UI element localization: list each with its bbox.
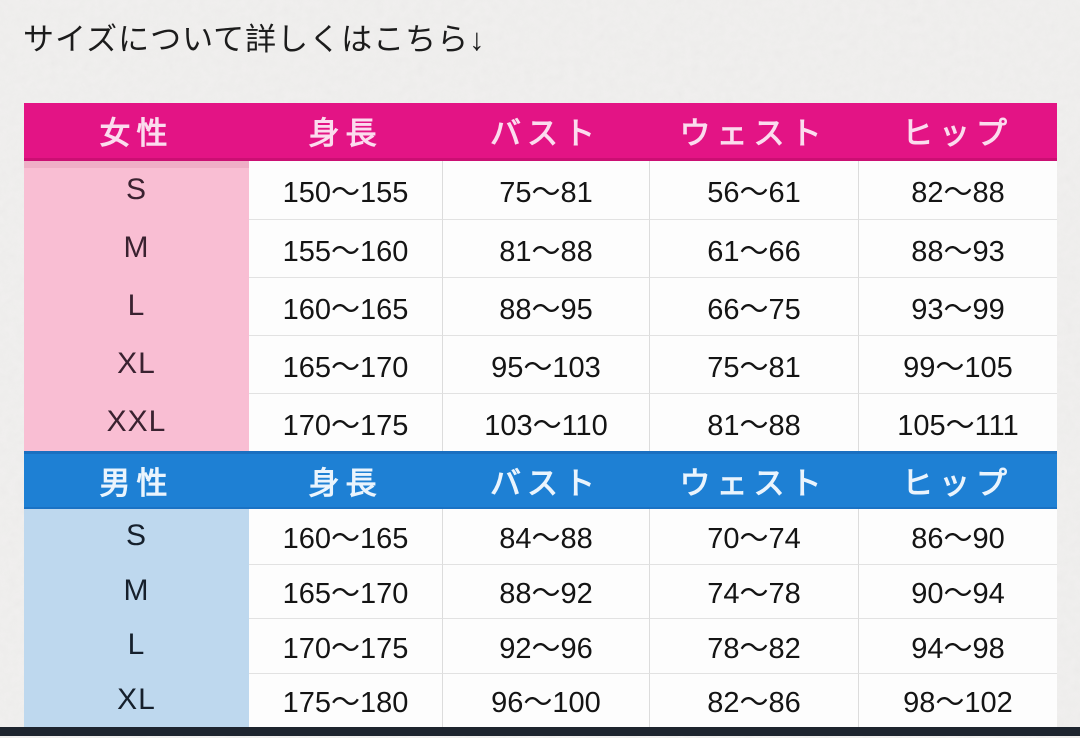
size-label-cell: L <box>24 618 249 673</box>
value-cell: 170〜175 <box>249 393 442 451</box>
table-row: XXL 170〜175 103〜110 81〜88 105〜111 <box>24 393 1057 451</box>
value-cell: 88〜92 <box>442 563 649 618</box>
size-label-cell: XL <box>24 672 249 727</box>
value-cell: 75〜81 <box>442 161 649 219</box>
value-cell: 160〜165 <box>249 509 442 564</box>
header-cell: ヒップ <box>902 466 1013 501</box>
bottom-divider <box>0 727 1080 736</box>
table-row: S 150〜155 75〜81 56〜61 82〜88 <box>24 161 1057 219</box>
value-cell: 81〜88 <box>442 219 649 277</box>
value-cell: 88〜93 <box>858 219 1057 277</box>
value-cell: 96〜100 <box>442 672 649 727</box>
header-cell: 女性 <box>99 116 174 151</box>
value-cell: 82〜88 <box>858 161 1057 219</box>
value-cell: 160〜165 <box>249 277 442 335</box>
size-label-cell: S <box>24 161 249 219</box>
value-cell: 90〜94 <box>858 563 1057 618</box>
value-cell: 74〜78 <box>649 563 858 618</box>
value-cell: 66〜75 <box>649 277 858 335</box>
value-cell: 70〜74 <box>649 509 858 564</box>
value-cell: 95〜103 <box>442 335 649 393</box>
value-cell: 105〜111 <box>858 393 1057 451</box>
table-row: XL 165〜170 95〜103 75〜81 99〜105 <box>24 335 1057 393</box>
value-cell: 94〜98 <box>858 618 1057 673</box>
value-cell: 75〜81 <box>649 335 858 393</box>
size-label-cell: L <box>24 277 249 335</box>
header-cell: バスト <box>490 466 601 501</box>
table-row: M 155〜160 81〜88 61〜66 88〜93 <box>24 219 1057 277</box>
table-row: M 165〜170 88〜92 74〜78 90〜94 <box>24 563 1057 618</box>
value-cell: 92〜96 <box>442 618 649 673</box>
header-cell: 身長 <box>308 466 383 501</box>
size-label-cell: XL <box>24 335 249 393</box>
value-cell: 170〜175 <box>249 618 442 673</box>
value-cell: 150〜155 <box>249 161 442 219</box>
value-cell: 88〜95 <box>442 277 649 335</box>
header-cell: ウェスト <box>679 466 828 501</box>
header-cell: 男性 <box>99 466 174 501</box>
size-label-cell: XXL <box>24 393 249 451</box>
value-cell: 155〜160 <box>249 219 442 277</box>
value-cell: 86〜90 <box>858 509 1057 564</box>
women-size-section: 女性 身長 バスト ウェスト ヒップ S 150〜155 75〜81 56〜61 82〜88 M 1… <box>24 103 1057 451</box>
value-cell: 165〜170 <box>249 335 442 393</box>
value-cell: 175〜180 <box>249 672 442 727</box>
size-label-cell: S <box>24 509 249 564</box>
value-cell: 81〜88 <box>649 393 858 451</box>
value-cell: 93〜99 <box>858 277 1057 335</box>
value-cell: 56〜61 <box>649 161 858 219</box>
value-cell: 82〜86 <box>649 672 858 727</box>
size-label-cell: M <box>24 563 249 618</box>
header-cell: ヒップ <box>902 116 1013 151</box>
header-cell: 身長 <box>308 116 383 151</box>
page-title: サイズについて詳しくはこちら↓ <box>23 22 486 57</box>
women-rows: S 150〜155 75〜81 56〜61 82〜88 M 155〜160 81〜88 61〜6… <box>24 161 1057 451</box>
value-cell: 84〜88 <box>442 509 649 564</box>
value-cell: 78〜82 <box>649 618 858 673</box>
value-cell: 61〜66 <box>649 219 858 277</box>
men-rows: S 160〜165 84〜88 70〜74 86〜90 M 165〜170 88〜92 74〜7… <box>24 509 1057 727</box>
table-row: L 160〜165 88〜95 66〜75 93〜99 <box>24 277 1057 335</box>
size-table: 女性 身長 バスト ウェスト ヒップ S 150〜155 75〜81 56〜61 82〜88 M 1… <box>24 103 1057 727</box>
table-row: XL 175〜180 96〜100 82〜86 98〜102 <box>24 672 1057 727</box>
table-row: S 160〜165 84〜88 70〜74 86〜90 <box>24 509 1057 564</box>
value-cell: 165〜170 <box>249 563 442 618</box>
header-cell: バスト <box>490 116 601 151</box>
value-cell: 99〜105 <box>858 335 1057 393</box>
value-cell: 98〜102 <box>858 672 1057 727</box>
men-size-section: 男性 身長 バスト ウェスト ヒップ S 160〜165 84〜88 70〜74 86〜90 M 1… <box>24 451 1057 727</box>
men-header-row: 男性 身長 バスト ウェスト ヒップ <box>24 451 1057 509</box>
header-cell: ウェスト <box>679 116 828 151</box>
size-label-cell: M <box>24 219 249 277</box>
table-row: L 170〜175 92〜96 78〜82 94〜98 <box>24 618 1057 673</box>
value-cell: 103〜110 <box>442 393 649 451</box>
women-header-row: 女性 身長 バスト ウェスト ヒップ <box>24 103 1057 161</box>
